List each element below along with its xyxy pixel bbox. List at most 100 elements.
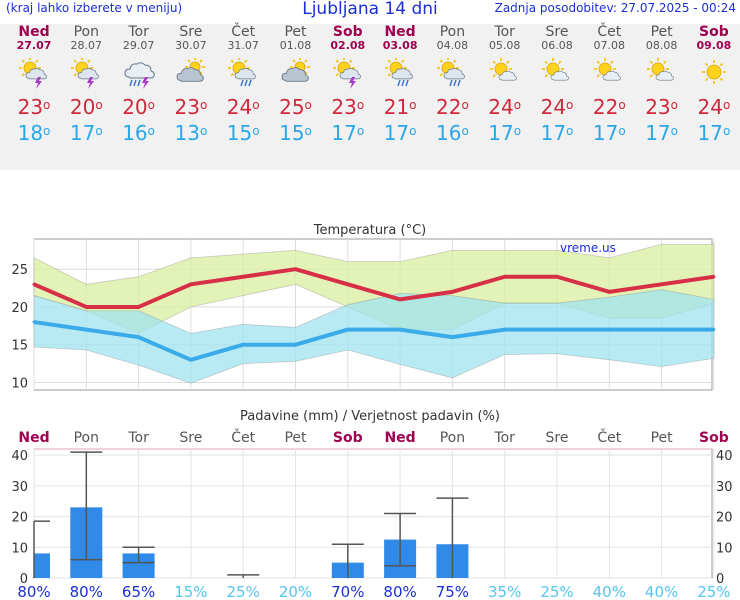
- cloud-rain-storm-icon: [113, 52, 165, 94]
- data-point: [660, 328, 664, 332]
- min-temperature-value: 17: [540, 121, 567, 145]
- max-temperature-value: 24: [540, 95, 567, 119]
- degree-sign: o: [304, 124, 312, 138]
- min-temperature: 18o: [8, 120, 60, 146]
- data-point: [294, 343, 297, 347]
- y-tick-label-left: 20: [11, 511, 28, 526]
- min-temperature-value: 17: [383, 121, 410, 145]
- y-tick-label-left: 0: [20, 572, 28, 587]
- min-temperature-value: 16: [435, 121, 462, 145]
- precipitation-probability-label: 25%: [697, 583, 730, 600]
- min-temperature: 15o: [217, 120, 269, 146]
- day-date: 27.07: [16, 39, 52, 52]
- day-date: 04.08: [436, 39, 469, 52]
- max-temperature-value: 22: [592, 95, 619, 119]
- min-temperature-value: 17: [645, 121, 671, 145]
- data-point: [712, 275, 716, 279]
- min-temperature-value: 17: [697, 121, 723, 145]
- degree-sign: o: [95, 98, 103, 112]
- daily-forecast-strip: Ned 27.07 23o 18o Pon 28.07 20o 17o Tor 29.07 20o 1…: [0, 24, 740, 170]
- day-name: Tor: [494, 24, 515, 40]
- precipitation-probability-label: 80%: [17, 583, 50, 600]
- sun-cloudy-icon: [270, 52, 322, 94]
- degree-sign: o: [722, 98, 731, 112]
- day-date: 07.08: [593, 39, 626, 52]
- min-temperature-value: 15: [279, 121, 305, 145]
- data-point: [450, 290, 454, 294]
- precipitation-probability-label: 65%: [122, 583, 155, 600]
- data-point: [137, 305, 141, 309]
- max-temperature-value: 25: [279, 95, 305, 119]
- min-temperature: 13o: [165, 120, 217, 146]
- data-point: [346, 282, 350, 286]
- data-point: [241, 275, 245, 279]
- min-temperature-value: 15: [226, 121, 253, 145]
- day-date: 08.08: [645, 39, 678, 52]
- day-column: Pon 04.08 22o 16o: [426, 24, 478, 146]
- data-point: [555, 275, 559, 279]
- min-temperature-value: 17: [488, 121, 514, 145]
- data-point: [398, 328, 402, 332]
- max-temperature: 24o: [217, 94, 269, 120]
- day-column: Sre 30.07 23o 13o: [165, 24, 217, 146]
- y-tick-label-right: 0: [716, 572, 724, 587]
- y-tick-label-right: 10: [716, 541, 733, 556]
- data-point: [84, 328, 88, 332]
- sun-cloud-rain-icon: [426, 52, 478, 94]
- y-tick-label: 25: [11, 263, 28, 278]
- sun-cloud-rain-icon: [374, 52, 426, 94]
- max-temperature-value: 24: [226, 95, 253, 119]
- degree-sign: o: [722, 124, 731, 138]
- day-date: 01.08: [279, 39, 312, 52]
- min-temperature-line: [33, 320, 714, 362]
- day-date: 03.08: [382, 39, 418, 52]
- x-category-label: Pon: [440, 430, 465, 446]
- degree-sign: o: [199, 98, 208, 112]
- y-tick-label: 20: [11, 301, 28, 316]
- max-temperature: 23o: [8, 94, 60, 120]
- precipitation-bar: [34, 553, 50, 578]
- data-point: [660, 282, 664, 286]
- precipitation-probability-label: 35%: [488, 583, 521, 600]
- precipitation-probability-label: 25%: [227, 583, 260, 600]
- day-name: Čet: [597, 24, 622, 40]
- sun-cloud-storm-icon: [322, 52, 374, 94]
- day-date: 02.08: [330, 39, 366, 52]
- max-temperature: 23o: [636, 94, 688, 120]
- max-temperature: 21o: [374, 94, 426, 120]
- sun-icon: [688, 52, 740, 94]
- max-temperature: 24o: [531, 94, 583, 120]
- day-name: Ned: [18, 24, 50, 40]
- degree-sign: o: [670, 98, 678, 112]
- x-category-label: Pet: [284, 430, 307, 446]
- sun-small-cloud-icon: [479, 52, 531, 94]
- precipitation-probability-label: 80%: [383, 583, 416, 600]
- day-name: Sob: [332, 24, 363, 40]
- max-temperature-value: 21: [383, 95, 410, 119]
- day-date: 30.07: [175, 39, 207, 52]
- precipitation-probability-label: 80%: [70, 583, 103, 600]
- day-date: 09.08: [696, 39, 732, 52]
- day-name: Sob: [699, 24, 729, 40]
- degree-sign: o: [147, 124, 155, 138]
- min-temperature: 16o: [426, 120, 478, 146]
- degree-sign: o: [409, 98, 417, 112]
- precipitation-chart-title: Padavine (mm) / Verjetnost padavin (%): [240, 409, 500, 424]
- charts: Temperatura (°C) 10 15 20 25 vreme.us Padavine…: [11, 223, 733, 600]
- location-hint: (kraj lahko izberete v meniju): [6, 1, 183, 15]
- min-temperature: 17o: [636, 120, 688, 146]
- max-temperature-value: 23: [331, 95, 357, 119]
- x-category-label: Tor: [493, 430, 515, 446]
- min-temperature-value: 17: [592, 121, 619, 145]
- day-column: Ned 27.07 23o 18o: [8, 24, 60, 146]
- day-column: Čet 31.07 24o 15o: [217, 24, 269, 146]
- precipitation-probability-label: 25%: [540, 583, 573, 600]
- degree-sign: o: [461, 124, 469, 138]
- max-temperature-value: 20: [69, 95, 96, 119]
- day-date: 28.07: [70, 39, 103, 52]
- last-updated: Zadnja posodobitev: 27.07.2025 - 00:24: [494, 1, 736, 15]
- y-tick-label: 10: [11, 376, 28, 391]
- data-point: [503, 275, 507, 279]
- data-point: [84, 305, 88, 309]
- degree-sign: o: [566, 98, 574, 112]
